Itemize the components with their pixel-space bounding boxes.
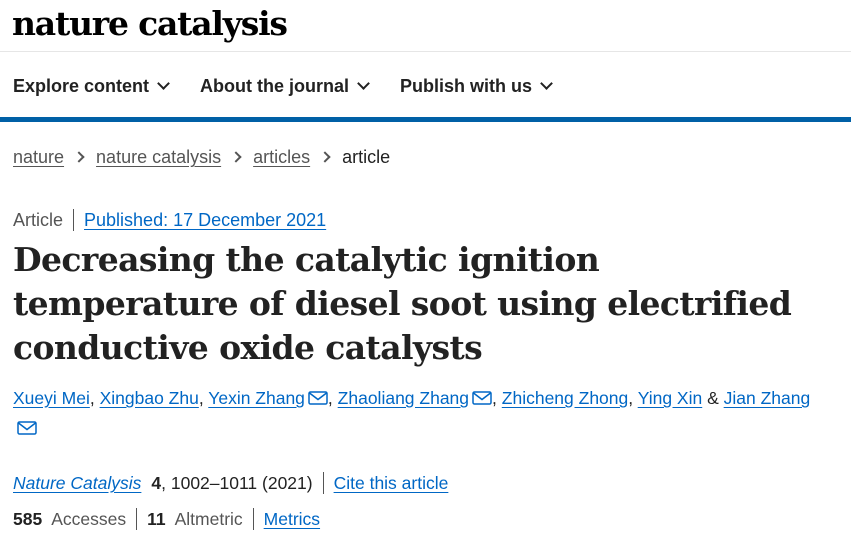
metrics-row: 585 Accesses 11 Altmetric Metrics	[13, 507, 320, 531]
author-separator: ,	[327, 388, 333, 408]
citation-row: Nature Catalysis 4 , 1002–1011 (2021) Ci…	[13, 471, 448, 495]
divider	[73, 209, 75, 231]
metrics-link[interactable]: Metrics	[263, 509, 321, 529]
author-separator: ,	[492, 388, 497, 408]
altmetric-count: 11	[147, 509, 166, 529]
journal-link[interactable]: Nature Catalysis	[13, 473, 142, 493]
chevron-right-icon	[230, 151, 242, 163]
nav-label: Publish with us	[400, 76, 533, 96]
breadcrumb: nature nature catalysis articles article	[13, 145, 390, 169]
volume: 4	[151, 473, 162, 493]
author-link[interactable]: Xueyi Mei	[13, 388, 90, 408]
chevron-right-icon	[73, 151, 85, 163]
chevron-right-icon	[319, 151, 331, 163]
chevron-down-icon	[540, 77, 553, 90]
accesses-count: 585	[13, 509, 43, 529]
author-link[interactable]: Zhaoliang Zhang	[337, 388, 470, 408]
divider	[252, 508, 254, 530]
breadcrumb-nature[interactable]: nature	[13, 147, 65, 167]
author-separator: ,	[628, 388, 634, 408]
pages-year: , 1002–1011 (2021)	[161, 473, 313, 493]
breadcrumb-articles[interactable]: articles	[253, 147, 311, 167]
mail-icon[interactable]	[472, 391, 492, 405]
article-type: Article	[13, 210, 64, 230]
mail-icon[interactable]	[17, 421, 37, 435]
published-date-link[interactable]: Published: 17 December 2021	[84, 210, 327, 230]
site-header: nature catalysis	[0, 0, 851, 52]
altmetric-label: Altmetric	[174, 509, 243, 529]
author-list: Xueyi Mei, Xingbao Zhu, Yexin Zhang, Zha…	[13, 385, 847, 411]
chevron-down-icon	[157, 77, 170, 90]
main-nav: Explore content About the journal Publis…	[0, 52, 851, 118]
author-separator: ,	[198, 388, 204, 408]
nav-about-journal[interactable]: About the journal	[200, 74, 370, 98]
article-title: Decreasing the catalytic ignition temper…	[13, 240, 792, 367]
author-link[interactable]: Xingbao Zhu	[99, 388, 199, 408]
nav-accent-bar	[0, 117, 851, 122]
author-link[interactable]: Ying Xin	[637, 388, 703, 408]
breadcrumb-nature-catalysis[interactable]: nature catalysis	[96, 147, 222, 167]
article-meta: Article Published: 17 December 2021	[13, 208, 326, 232]
nav-label: Explore content	[13, 76, 150, 96]
author-separator: ,	[89, 388, 95, 408]
author-joiner: &	[707, 388, 719, 408]
author-link[interactable]: Yexin Zhang	[208, 388, 305, 408]
divider	[136, 508, 138, 530]
breadcrumb-current: article	[342, 147, 391, 167]
divider	[322, 472, 324, 494]
chevron-down-icon	[357, 77, 370, 90]
author-link[interactable]: Jian Zhang	[723, 388, 811, 408]
nav-label: About the journal	[200, 76, 349, 96]
nav-explore-content[interactable]: Explore content	[13, 74, 170, 98]
accesses-label: Accesses	[51, 509, 127, 529]
author-link[interactable]: Zhicheng Zhong	[501, 388, 629, 408]
cite-this-article-link[interactable]: Cite this article	[333, 473, 449, 493]
mail-icon[interactable]	[308, 391, 328, 405]
journal-logo[interactable]: nature catalysis	[12, 4, 288, 43]
nav-publish-with-us[interactable]: Publish with us	[400, 74, 553, 98]
